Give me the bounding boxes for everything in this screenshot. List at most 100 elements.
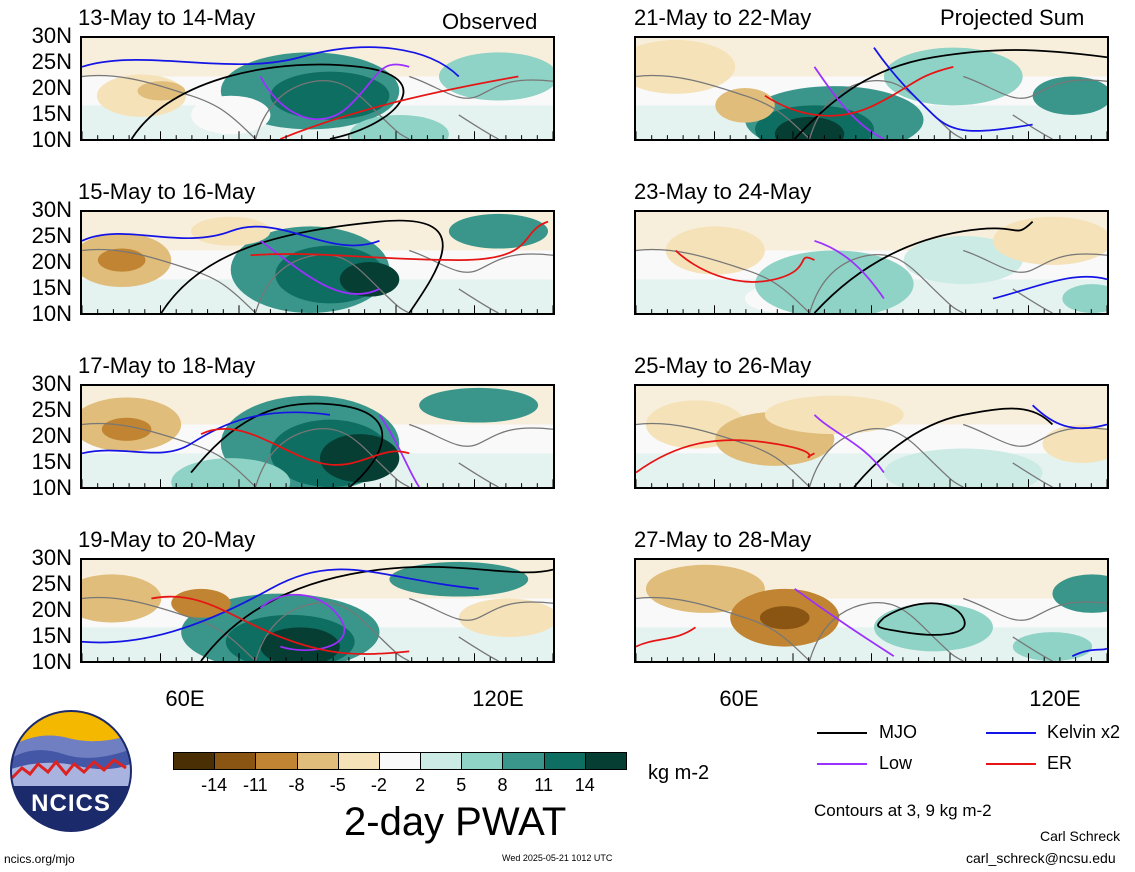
- coastline: [1012, 114, 1053, 139]
- coastline: [82, 248, 256, 313]
- lat-label: 30N: [31, 23, 72, 48]
- pwat-anomaly-area: [992, 216, 1107, 265]
- coastline: [963, 249, 1107, 273]
- site-url[interactable]: ncics.org/mjo: [4, 852, 75, 866]
- credit-name: Carl Schreck: [1040, 828, 1121, 844]
- panel-title: 25-May to 26-May: [634, 353, 812, 378]
- colorbar-swatch: [173, 752, 216, 770]
- lat-label: 25N: [31, 571, 72, 596]
- map-panel: [80, 36, 555, 141]
- legend-line-er: [986, 763, 1036, 765]
- wave-contour: [764, 66, 954, 117]
- credit-email[interactable]: carl_schreck@ncsu.edu: [966, 850, 1116, 866]
- map-field: [82, 212, 553, 313]
- wave-contour: [82, 225, 380, 247]
- coastline: [808, 79, 964, 139]
- wave-contour: [151, 595, 410, 655]
- coastline: [808, 601, 964, 661]
- colorbar-swatches: [173, 752, 627, 772]
- wave-contour: [636, 626, 697, 648]
- map-panel: [80, 558, 555, 663]
- colorbar-swatch: [420, 752, 463, 770]
- colorbar-tick-label: -8: [288, 775, 305, 795]
- legend-line-low: [817, 763, 867, 765]
- pwat-anomaly-area: [755, 250, 914, 313]
- lat-label: 25N: [31, 223, 72, 248]
- coastline: [458, 636, 499, 661]
- wave-contour: [1032, 404, 1107, 430]
- lat-label: 15N: [31, 449, 72, 474]
- map-field: [82, 560, 553, 661]
- lat-label: 15N: [31, 275, 72, 300]
- map-panel: [634, 36, 1109, 141]
- pwat-anomaly-area: [82, 574, 162, 623]
- panel-title: 15-May to 16-May: [78, 179, 256, 204]
- colorbar-swatch: [255, 752, 298, 770]
- wave-contour: [813, 66, 885, 139]
- wave-contour: [200, 428, 410, 466]
- map-field: [636, 560, 1107, 661]
- pwat-anomaly-area: [97, 248, 146, 272]
- lat-label: 15N: [31, 101, 72, 126]
- legend-line-kelvin: [986, 732, 1036, 734]
- lat-label: 30N: [31, 545, 72, 570]
- colorbar-units: kg m-2: [648, 762, 710, 784]
- colorbar-swatch: [502, 752, 545, 770]
- coastline: [254, 253, 410, 313]
- pwat-anomaly-area: [873, 603, 993, 652]
- wave-contour: [992, 275, 1107, 300]
- pwat-anomaly-area: [137, 81, 186, 101]
- lat-label: 20N: [31, 249, 72, 274]
- pwat-anomaly-area: [903, 236, 1023, 285]
- pwat-anomaly-area: [191, 95, 271, 135]
- map-panel: [80, 210, 555, 315]
- colorbar-swatch: [543, 752, 586, 770]
- pwat-anomaly-area: [636, 39, 736, 94]
- pwat-anomaly-area: [448, 213, 549, 249]
- coastline: [82, 596, 256, 661]
- coastline: [254, 427, 410, 487]
- coastline: [458, 462, 499, 487]
- colorbar-tick-label: -14: [201, 775, 228, 795]
- pwat-anomaly-area: [458, 598, 553, 637]
- map-field: [82, 386, 553, 487]
- pwat-anomaly-area: [171, 458, 291, 487]
- wave-contour: [814, 240, 885, 300]
- map-panel: [80, 384, 555, 489]
- map-panel: [634, 210, 1109, 315]
- wave-contour: [82, 411, 331, 455]
- logo-text: NCICS: [31, 790, 111, 817]
- colorbar-swatch: [461, 752, 504, 770]
- lon-label: 60E: [165, 686, 205, 711]
- pwat-anomaly-area: [1042, 424, 1107, 463]
- wave-contour: [279, 75, 519, 139]
- pwat-anomaly-area: [270, 71, 390, 120]
- lat-label: 25N: [31, 49, 72, 74]
- pwat-anomaly-area: [645, 564, 765, 613]
- lon-label: 120E: [1029, 686, 1081, 711]
- wave-contour: [259, 593, 346, 652]
- wave-contour: [259, 240, 380, 295]
- coastline: [458, 114, 499, 139]
- pwat-anomaly-area: [101, 417, 152, 441]
- wave-contour: [250, 220, 549, 261]
- pwat-anomaly-area: [419, 387, 539, 423]
- map-field: [636, 212, 1107, 313]
- coastline: [254, 79, 410, 139]
- colorbar-tick-label: -11: [243, 775, 268, 795]
- colorbar-tick-label: -5: [329, 775, 346, 795]
- wave-contour: [160, 219, 444, 313]
- colorbar-tick-label: 8: [497, 775, 508, 795]
- legend-label-low: Low: [879, 753, 913, 773]
- lat-label: 10N: [31, 649, 72, 674]
- timestamp: Wed 2025-05-21 1012 UTC: [502, 853, 613, 863]
- coastline: [409, 597, 553, 621]
- wave-contour: [82, 46, 460, 78]
- panel-title: 27-May to 28-May: [634, 527, 812, 552]
- colorbar-swatch: [378, 752, 422, 770]
- wave-contour: [794, 588, 895, 657]
- coastline: [636, 74, 810, 139]
- legend-line-mjo: [817, 732, 867, 734]
- panel-title: 13-May to 14-May: [78, 5, 256, 30]
- colorbar-tick-label: 5: [456, 775, 467, 795]
